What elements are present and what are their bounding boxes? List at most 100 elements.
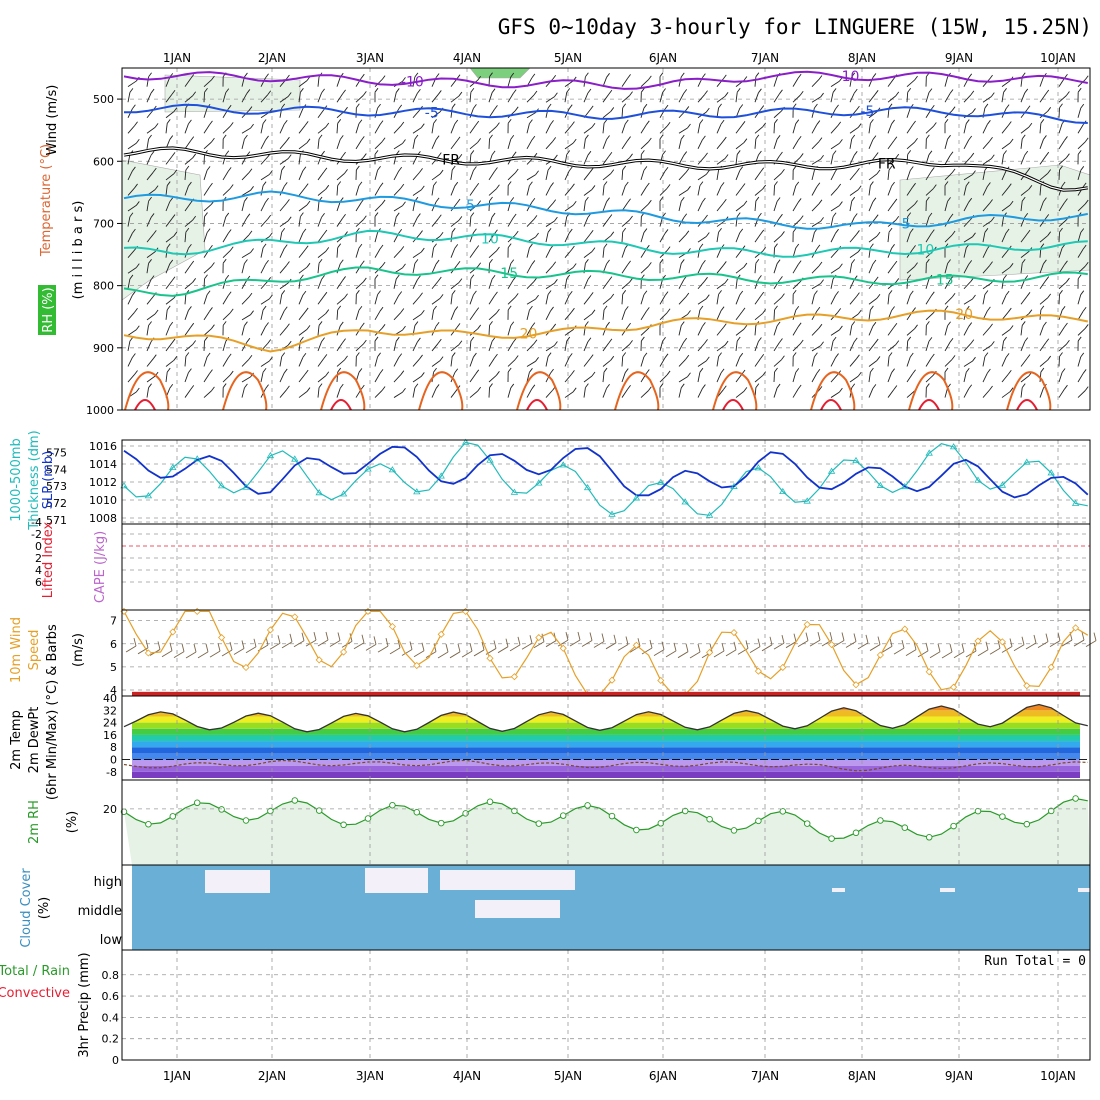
wind-barb [1001, 266, 1011, 274]
wind10m-barb [449, 651, 461, 659]
thickness-point [583, 483, 592, 491]
wind-barb [317, 358, 325, 367]
wind-barb [773, 372, 775, 383]
wind-barb-flag [571, 370, 575, 375]
wind-barb-flag [169, 321, 174, 327]
wind10m-barb [617, 644, 629, 651]
wind-barb-flag [470, 150, 475, 155]
wind-barb [678, 127, 688, 134]
wind-barb-flag [420, 123, 425, 128]
wind-barb [450, 202, 458, 212]
wind-barb [1020, 325, 1023, 336]
wind-barb-flag [818, 323, 823, 329]
wind-barb-flag [839, 263, 843, 269]
wind-barb [773, 123, 775, 134]
wind10m-barb [281, 641, 293, 649]
wind-barb [1001, 216, 1005, 227]
wind-barb-flag [944, 181, 949, 186]
wind-barb-flag [792, 227, 797, 233]
wind10m-barb-flag [649, 639, 653, 649]
wind-barb [298, 216, 301, 227]
wind-barb [602, 297, 612, 305]
wind-barb-flag [647, 199, 652, 205]
wind-barb-flag [206, 290, 211, 296]
thickness-point [779, 487, 787, 495]
wind-barb-flag [435, 384, 440, 389]
cape-ytick-1: -2 [31, 528, 42, 541]
wind-barb-flag [496, 184, 500, 190]
wind-barb-flag [414, 321, 419, 326]
wind-barb-flag [531, 260, 536, 265]
wind-barb-flag [839, 325, 843, 331]
wind10m-point [974, 637, 982, 645]
wind-barb-flag [552, 199, 557, 204]
wind-barb [298, 125, 306, 134]
wind-barb [792, 343, 801, 352]
wind-barb [450, 294, 453, 305]
wind-barb-flag [473, 104, 477, 109]
wind-barb [317, 251, 327, 259]
wind-barb-flag [398, 291, 403, 296]
wind-barb-flag [531, 322, 536, 327]
wind-barb-flag [1080, 290, 1085, 295]
wind-barb-flag [454, 181, 459, 187]
wind-barb [488, 171, 495, 181]
wind-barb-flag [818, 386, 823, 391]
wind-barb-flag [912, 307, 916, 312]
wind-barb [811, 124, 818, 134]
wind-barb-flag [1084, 324, 1089, 329]
rh2m-point [730, 827, 738, 834]
wind-barb-flag [795, 181, 800, 187]
wind-barb-flag [377, 290, 381, 295]
wind-barb [336, 342, 343, 352]
wind-barb [469, 232, 474, 243]
wind-barb [203, 124, 210, 134]
wind-barb-flag [470, 212, 475, 217]
wind-barb [450, 310, 456, 321]
wind-barb [146, 217, 152, 227]
wind-barb-flag [876, 231, 881, 237]
wind-barb-flag [736, 336, 741, 342]
wind-barb [469, 187, 477, 196]
wind-barb-flag [533, 215, 538, 220]
cape-ytick-2: 0 [35, 540, 42, 553]
wind-barb-flag [968, 135, 973, 141]
wind-barb-flag [281, 290, 286, 295]
wind-barb-flag [932, 122, 937, 127]
wind10m-point [291, 613, 299, 621]
wind-barb-flag [454, 306, 459, 311]
wind-barb [621, 389, 628, 398]
wind-barb [716, 356, 720, 367]
wind-barb [545, 124, 551, 134]
wind-barb-flag [1045, 214, 1050, 219]
wind-barb-flag [687, 248, 691, 253]
wind-barb [754, 76, 757, 87]
wind-barb [621, 185, 626, 196]
wind-barb-flag [437, 152, 442, 157]
wind-barb-flag [944, 367, 949, 373]
wind-barb-flag [589, 105, 594, 111]
wind-barb [1020, 154, 1026, 165]
wind10m-barb [365, 643, 377, 651]
rh-shading [164, 74, 301, 113]
wind-barb-flag [720, 182, 725, 187]
wind-barb-flag [930, 353, 935, 359]
wind-barb-flag [795, 119, 800, 124]
wind-barb [241, 325, 245, 336]
wind-barb [887, 202, 895, 212]
wind-barb [146, 92, 152, 103]
wind-barb-flag [206, 166, 211, 171]
wind-barb [469, 278, 472, 289]
wind-barb [526, 247, 530, 258]
wind-barb-flag [606, 383, 610, 389]
wind10m-barb-flag [481, 641, 485, 651]
isotherm-label-20: 20 [955, 307, 973, 323]
wind-barb-flag [984, 228, 989, 233]
thickness-point [510, 488, 519, 495]
wind-barb-flag [400, 370, 405, 375]
wind10m-barb-flag [817, 631, 821, 641]
wind-barb-flag [1066, 339, 1070, 345]
wind-barb-flag [949, 337, 954, 343]
wind-barb [545, 107, 549, 118]
wind-barb-flag [1047, 293, 1052, 299]
